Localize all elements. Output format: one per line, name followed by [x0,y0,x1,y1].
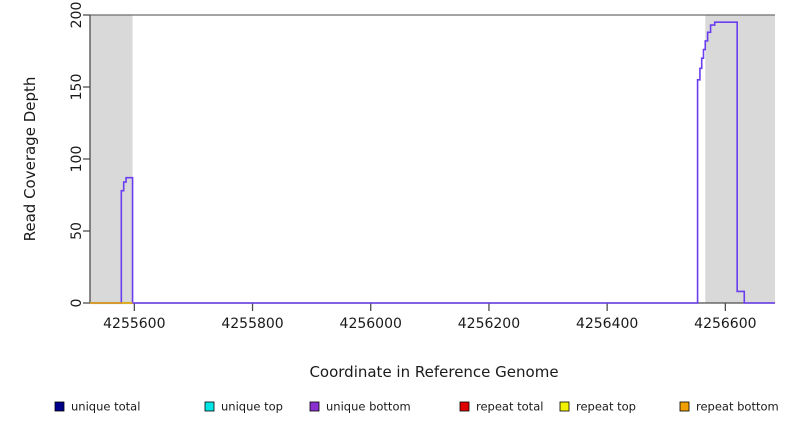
legend-label-unique-total[interactable]: unique total [71,400,140,414]
legend-label-unique-bottom[interactable]: unique bottom [326,400,411,414]
legend-label-repeat-top[interactable]: repeat top [576,400,636,414]
series-unique-bottom [90,21,775,304]
y-tick-label: 150 [69,74,85,101]
x-tick-label: 4256000 [340,316,402,332]
x-tick-label: 4256400 [576,316,638,332]
legend-label-repeat-total[interactable]: repeat total [476,400,543,414]
data-series-lines [90,21,775,304]
y-tick-label: 0 [69,299,85,308]
y-tick-label: 50 [69,222,85,240]
x-tick-label: 4255600 [103,316,165,332]
shaded-regions [90,15,775,303]
y-tick-label: 100 [69,146,85,173]
legend-swatch-repeat-top[interactable] [559,401,570,412]
x-axis-tick-labels: 4255600 4255800 4256000 4256200 4256400 42566… [103,316,756,332]
x-tick-label: 4255800 [221,316,283,332]
legend-swatch-repeat-bottom[interactable] [679,401,690,412]
x-tick-label: 4256600 [694,316,756,332]
y-axis-title: Read Coverage Depth [21,77,39,242]
y-axis-ticks [83,14,90,304]
x-axis-title: Coordinate in Reference Genome [309,363,558,381]
shaded-region-left [90,15,133,303]
shaded-region-right [705,15,775,303]
x-tick-label: 4256200 [458,316,520,332]
y-tick-label: 200 [69,2,85,29]
y-axis-tick-labels: 0 50 100 150 200 [69,2,85,308]
legend-label-unique-top[interactable]: unique top [221,400,283,414]
legend-label-repeat-bottom[interactable]: repeat bottom [696,400,779,414]
legend-swatch-unique-top[interactable] [204,401,215,412]
legend-swatch-repeat-total[interactable] [459,401,470,412]
legend-swatch-unique-bottom[interactable] [309,401,320,412]
legend: unique total unique top unique bottom repea… [54,400,779,414]
x-axis-ticks [133,303,727,311]
legend-swatch-unique-total[interactable] [54,401,65,412]
